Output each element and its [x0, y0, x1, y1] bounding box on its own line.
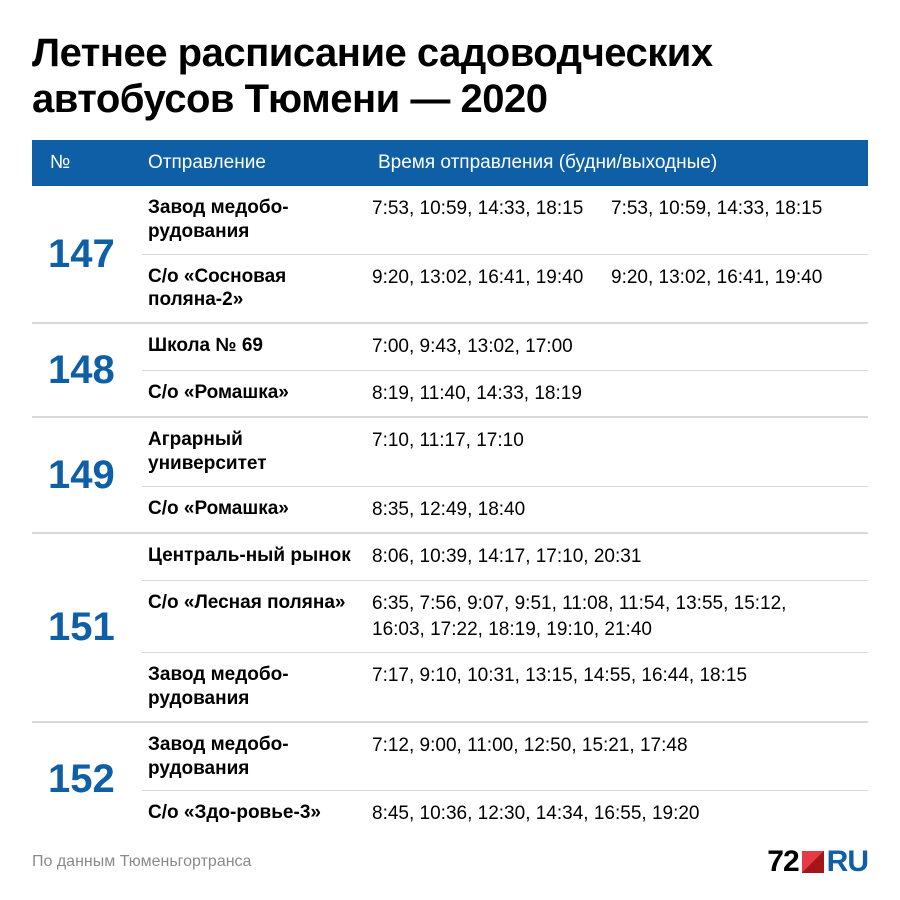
logo-part-ru: RU [827, 845, 868, 879]
stop-name: С/о «Ромашка» [142, 381, 372, 407]
weekday-times: 9:20, 13:02, 16:41, 19:40 [372, 265, 611, 313]
times: 8:19, 11:40, 14:33, 18:19 [372, 381, 850, 407]
logo-square-icon [802, 851, 824, 873]
stop-name: С/о «Лесная поляна» [142, 591, 372, 642]
times: 7:17, 9:10, 10:31, 13:15, 14:55, 16:44, … [372, 663, 850, 711]
times: 8:35, 12:49, 18:40 [372, 497, 850, 523]
route-stops: Централь-ный рынок8:06, 10:39, 14:17, 17… [142, 534, 868, 720]
route-number: 152 [32, 723, 142, 837]
stop-times: 9:20, 13:02, 16:41, 19:409:20, 13:02, 16… [372, 265, 868, 313]
weekday-times: 7:53, 10:59, 14:33, 18:15 [372, 196, 611, 244]
logo-72ru: 72 RU [767, 845, 868, 879]
stop-row: Аграрный университет7:10, 11:17, 17:10 [142, 418, 868, 486]
stop-name: Школа № 69 [142, 334, 372, 360]
weekend-times: 9:20, 13:02, 16:41, 19:40 [611, 265, 850, 313]
times: 7:12, 9:00, 11:00, 12:50, 15:21, 17:48 [372, 733, 850, 781]
stop-row: С/о «Ромашка»8:19, 11:40, 14:33, 18:19 [142, 370, 868, 417]
stop-row: Завод медобо-рудования7:17, 9:10, 10:31,… [142, 652, 868, 721]
stop-row: С/о «Здо-ровье-3»8:45, 10:36, 12:30, 14:… [142, 790, 868, 837]
stop-name: Завод медобо-рудования [142, 196, 372, 244]
col-header-time: Время отправления (будни/выходные) [372, 152, 868, 174]
route-block: 148Школа № 697:00, 9:43, 13:02, 17:00С/о… [32, 324, 868, 418]
footer: По данным Тюменьгортранса 72 RU [32, 845, 868, 879]
stop-row: Централь-ный рынок8:06, 10:39, 14:17, 17… [142, 534, 868, 580]
route-stops: Завод медобо-рудования7:12, 9:00, 11:00,… [142, 723, 868, 837]
route-block: 152Завод медобо-рудования7:12, 9:00, 11:… [32, 723, 868, 837]
stop-times: 7:10, 11:17, 17:10 [372, 428, 868, 476]
route-block: 149Аграрный университет7:10, 11:17, 17:1… [32, 418, 868, 534]
stop-name: Аграрный университет [142, 428, 372, 476]
route-number: 148 [32, 324, 142, 416]
col-header-number: № [32, 152, 142, 174]
times: 7:00, 9:43, 13:02, 17:00 [372, 334, 850, 360]
weekend-times: 7:53, 10:59, 14:33, 18:15 [611, 196, 850, 244]
stop-times: 7:00, 9:43, 13:02, 17:00 [372, 334, 868, 360]
route-number: 147 [32, 186, 142, 322]
stop-name: С/о «Ромашка» [142, 497, 372, 523]
col-header-departure: Отправление [142, 152, 372, 174]
stop-name: Завод медобо-рудования [142, 733, 372, 781]
stop-row: С/о «Лесная поляна»6:35, 7:56, 9:07, 9:5… [142, 580, 868, 652]
times: 8:06, 10:39, 14:17, 17:10, 20:31 [372, 544, 850, 570]
route-block: 147Завод медобо-рудования7:53, 10:59, 14… [32, 186, 868, 324]
stop-row: С/о «Ромашка»8:35, 12:49, 18:40 [142, 486, 868, 533]
route-number: 149 [32, 418, 142, 532]
routes-table: 147Завод медобо-рудования7:53, 10:59, 14… [32, 186, 868, 837]
route-stops: Аграрный университет7:10, 11:17, 17:10С/… [142, 418, 868, 532]
stop-times: 7:53, 10:59, 14:33, 18:157:53, 10:59, 14… [372, 196, 868, 244]
stop-name: Завод медобо-рудования [142, 663, 372, 711]
stop-row: Школа № 697:00, 9:43, 13:02, 17:00 [142, 324, 868, 370]
stop-times: 7:17, 9:10, 10:31, 13:15, 14:55, 16:44, … [372, 663, 868, 711]
stop-row: Завод медобо-рудования7:53, 10:59, 14:33… [142, 186, 868, 254]
stop-row: Завод медобо-рудования7:12, 9:00, 11:00,… [142, 723, 868, 791]
stop-name: С/о «Сосновая поляна-2» [142, 265, 372, 313]
footer-source: По данным Тюменьгортранса [32, 853, 251, 871]
stop-times: 8:35, 12:49, 18:40 [372, 497, 868, 523]
stop-times: 8:06, 10:39, 14:17, 17:10, 20:31 [372, 544, 868, 570]
times: 8:45, 10:36, 12:30, 14:34, 16:55, 19:20 [372, 801, 850, 827]
table-header: № Отправление Время отправления (будни/в… [32, 140, 868, 186]
route-stops: Школа № 697:00, 9:43, 13:02, 17:00С/о «Р… [142, 324, 868, 416]
stop-name: С/о «Здо-ровье-3» [142, 801, 372, 827]
stop-times: 8:19, 11:40, 14:33, 18:19 [372, 381, 868, 407]
route-block: 151Централь-ный рынок8:06, 10:39, 14:17,… [32, 534, 868, 722]
times: 7:10, 11:17, 17:10 [372, 428, 850, 476]
stop-name: Централь-ный рынок [142, 544, 372, 570]
stop-times: 6:35, 7:56, 9:07, 9:51, 11:08, 11:54, 13… [372, 591, 868, 642]
route-stops: Завод медобо-рудования7:53, 10:59, 14:33… [142, 186, 868, 322]
logo-part-72: 72 [767, 845, 798, 879]
stop-row: С/о «Сосновая поляна-2»9:20, 13:02, 16:4… [142, 254, 868, 323]
page-title: Летнее расписание садоводческих автобусо… [32, 30, 868, 122]
stop-times: 8:45, 10:36, 12:30, 14:34, 16:55, 19:20 [372, 801, 868, 827]
stop-times: 7:12, 9:00, 11:00, 12:50, 15:21, 17:48 [372, 733, 868, 781]
route-number: 151 [32, 534, 142, 720]
times: 6:35, 7:56, 9:07, 9:51, 11:08, 11:54, 13… [372, 591, 850, 642]
